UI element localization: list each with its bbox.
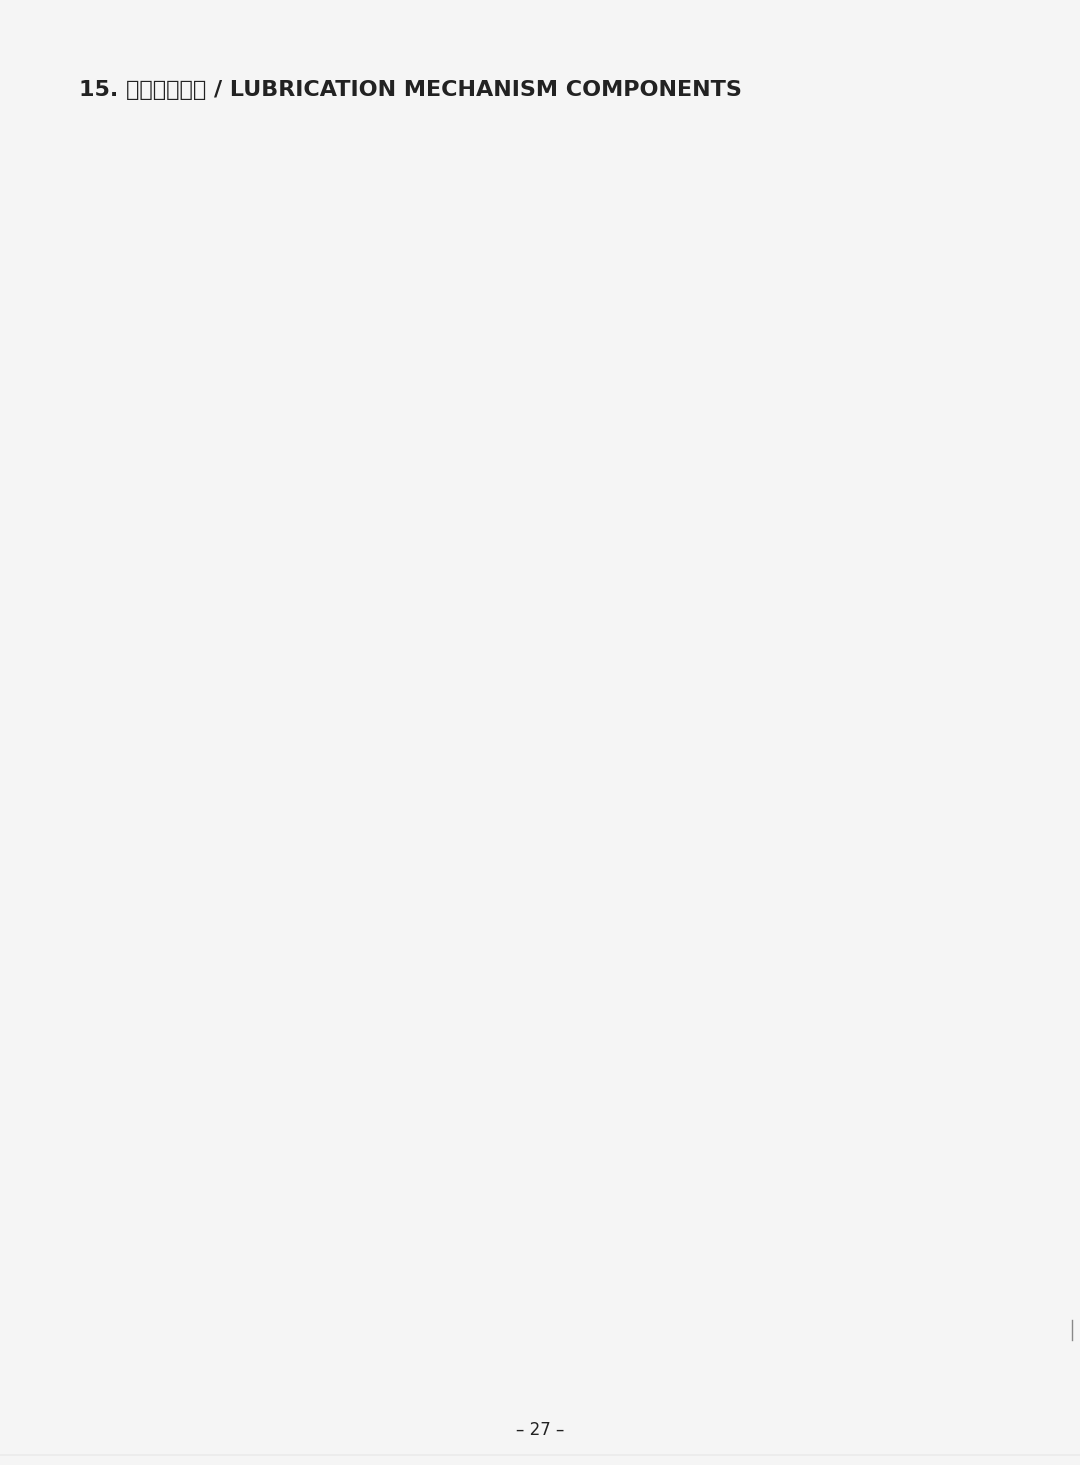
Text: – 27 –: – 27 – bbox=[516, 1421, 564, 1439]
Text: 15. 给油装置关系 / LUBRICATION MECHANISM COMPONENTS: 15. 给油装置关系 / LUBRICATION MECHANISM COMPO… bbox=[79, 81, 742, 100]
